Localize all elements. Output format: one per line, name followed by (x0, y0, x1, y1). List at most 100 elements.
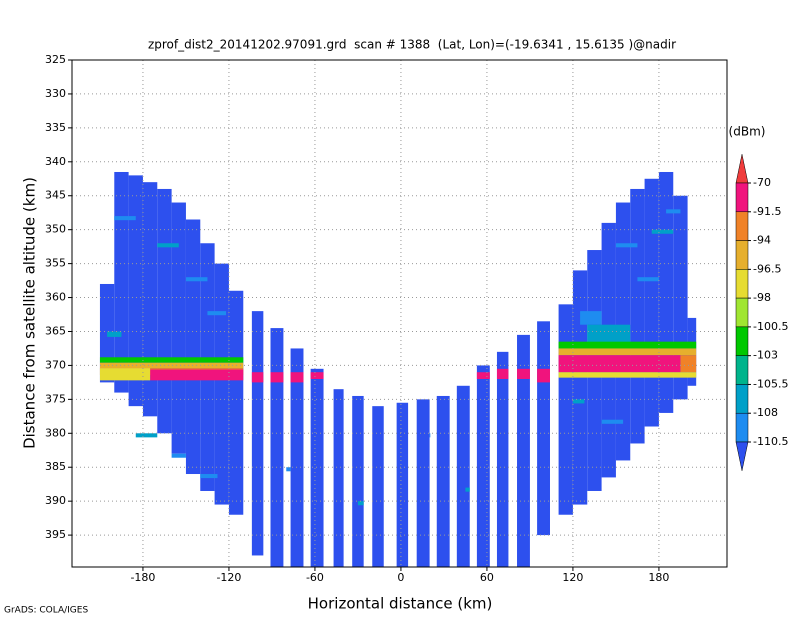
plot-frame (71, 59, 728, 568)
cell (270, 372, 284, 383)
cell (251, 311, 264, 556)
x-tick-label: 0 (397, 571, 404, 584)
cell (185, 277, 208, 282)
colorbar-label: -108 (753, 406, 778, 419)
cell (476, 372, 490, 379)
x-tick-label: 120 (562, 571, 583, 584)
y-tick-label: 335 (45, 121, 66, 134)
cell (107, 331, 122, 337)
x-tick-label: 180 (648, 571, 669, 584)
cell (630, 188, 645, 444)
colorbar-triangle (735, 441, 749, 471)
colorbar-label: -70 (753, 176, 771, 189)
cell (680, 355, 697, 373)
field (99, 171, 697, 567)
cell (496, 351, 509, 567)
colorbar-segment (735, 355, 749, 385)
x-tick-label: -180 (130, 571, 155, 584)
cell (207, 311, 227, 316)
cell (537, 368, 550, 383)
cell (157, 243, 179, 248)
cell (517, 334, 530, 567)
y-axis-label: Distance from satellite altitude (km) (21, 177, 39, 449)
cell (572, 270, 588, 505)
cell (99, 357, 244, 363)
cell (558, 304, 573, 515)
cell (357, 501, 364, 506)
y-tick-label: 340 (45, 155, 66, 168)
colorbar-segment (735, 297, 749, 328)
cell (114, 171, 129, 393)
colorbar-label: -94 (753, 234, 771, 247)
cell (310, 372, 324, 379)
y-tick-label: 370 (45, 358, 66, 371)
cell (537, 321, 550, 536)
cell (456, 385, 470, 567)
colorbar-label: -110.5 (753, 435, 788, 448)
cell (666, 209, 681, 214)
cell (171, 202, 186, 454)
x-axis-label: Horizontal distance (km) (308, 595, 493, 613)
y-tick-label: 360 (45, 291, 66, 304)
cell (476, 365, 490, 567)
y-tick-label: 345 (45, 189, 66, 202)
cell (214, 263, 229, 505)
cell (99, 368, 151, 381)
cell (615, 243, 638, 248)
cell (651, 229, 674, 234)
colorbar-segment (735, 211, 749, 241)
cell (157, 188, 172, 434)
cell (128, 175, 143, 407)
cell (270, 328, 284, 567)
colorbar-label: -91.5 (753, 205, 781, 218)
colorbar-segment (735, 326, 749, 356)
colorbar-triangle (735, 154, 749, 184)
cell (310, 368, 324, 567)
cell (286, 467, 291, 472)
y-tick-label: 380 (45, 426, 66, 439)
cell (572, 399, 585, 404)
colorbar-label: -96.5 (753, 262, 781, 275)
cell (135, 433, 158, 438)
y-tick-label: 395 (45, 528, 66, 541)
cell (171, 453, 186, 458)
cell (290, 372, 304, 383)
x-tick-label: 60 (480, 571, 494, 584)
cell (352, 395, 364, 567)
colorbar-segment (735, 269, 749, 299)
cell (333, 389, 344, 567)
cell (496, 368, 509, 379)
cell (200, 474, 218, 479)
cell (185, 219, 201, 475)
cell (396, 402, 409, 567)
cell (372, 406, 384, 567)
cell (429, 433, 431, 438)
colorbar-segment (735, 412, 749, 443)
cell (580, 311, 602, 325)
colorbar-segment (735, 182, 749, 213)
y-tick-label: 365 (45, 324, 66, 337)
y-tick-label: 355 (45, 257, 66, 270)
colorbar-segment (735, 240, 749, 270)
cell (465, 487, 470, 492)
cell (142, 182, 158, 417)
cell (558, 355, 681, 373)
cell (558, 348, 697, 356)
y-tick-label: 385 (45, 460, 66, 473)
cell (558, 341, 697, 349)
cell (228, 290, 244, 515)
y-tick-label: 390 (45, 494, 66, 507)
colorbar-title: (dBm) (729, 125, 766, 139)
cell (601, 419, 624, 424)
colorbar-label: -105.5 (753, 377, 788, 390)
cell (637, 277, 659, 282)
x-tick-label: -120 (216, 571, 241, 584)
cell (517, 368, 530, 379)
colorbar-label: -103 (753, 349, 778, 362)
colorbar-segment (735, 384, 749, 414)
cell (558, 372, 697, 378)
cell (114, 216, 136, 221)
y-tick-label: 375 (45, 392, 66, 405)
y-tick-label: 350 (45, 223, 66, 236)
